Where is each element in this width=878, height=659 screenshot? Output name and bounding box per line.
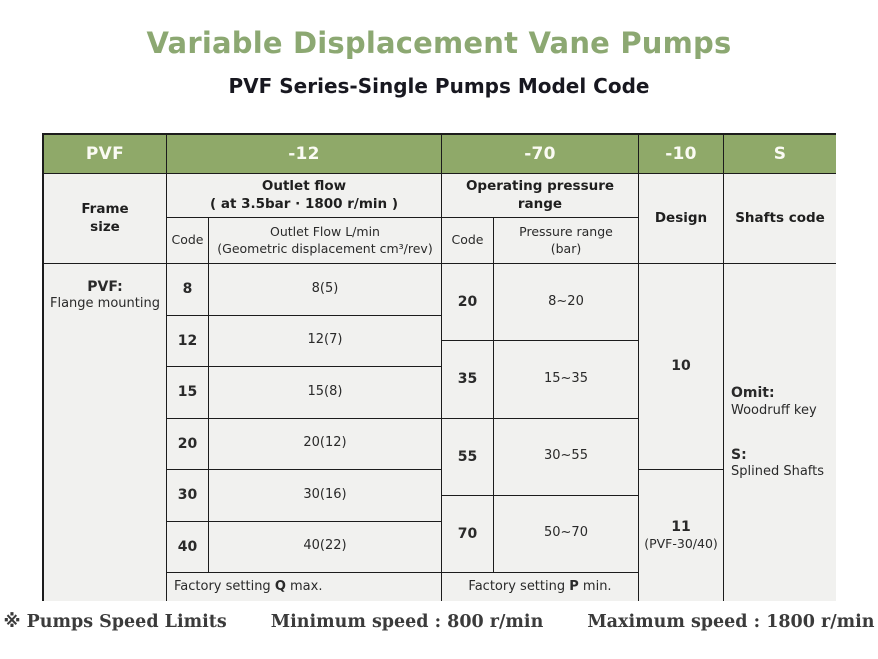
factory-setting-pressure: Factory setting P min.: [442, 573, 639, 601]
minimum-speed: Minimum speed : 800 r/min: [270, 612, 544, 632]
pressure-range-70: 50~70: [494, 495, 639, 573]
shafts-option-s-desc: Splined Shafts: [731, 463, 825, 479]
pressure-range-20: 8~20: [494, 264, 639, 342]
factory-setting-flow: Factory setting Q max.: [167, 573, 442, 601]
pressure-value-header-line2: (bar): [550, 240, 582, 256]
flow-code-12: 12: [167, 315, 209, 367]
shafts-option-s: S: Splined Shafts: [731, 446, 824, 481]
model-code-flow: -12: [167, 135, 442, 174]
shafts-option-omit-desc: Woodruff key: [731, 402, 817, 418]
flow-code-15: 15: [167, 367, 209, 419]
flow-value-column-header: Outlet Flow L/min (Geometric displacemen…: [209, 218, 442, 264]
pressure-range-header: Operating pressure range: [442, 174, 639, 218]
maximum-speed: Maximum speed : 1800 r/min: [587, 612, 875, 632]
pressure-code-55: 55: [442, 418, 494, 496]
flow-value-12: 12(7): [209, 315, 442, 367]
factory-flow-emphasis: Q: [274, 578, 286, 594]
pressure-range-55: 30~55: [494, 418, 639, 496]
factory-flow-suffix: max.: [285, 578, 323, 594]
flow-value-30: 30(16): [209, 470, 442, 522]
flow-value-20: 20(12): [209, 418, 442, 470]
flow-code-8: 8: [167, 264, 209, 316]
factory-pressure-suffix: min.: [578, 578, 612, 594]
frame-type-code: PVF:: [87, 279, 123, 295]
outlet-flow-title: Outlet flow: [261, 177, 347, 194]
pressure-code-column-header: Code: [442, 218, 494, 264]
pressure-code-20: 20: [442, 264, 494, 342]
model-code-shafts: S: [724, 135, 836, 174]
model-code-table: PVF -12 -70 -10 S Frame size Outlet flow…: [42, 133, 836, 601]
pressure-code-35: 35: [442, 341, 494, 419]
outlet-flow-header: Outlet flow ( at 3.5bar · 1800 r/min ): [167, 174, 442, 218]
speed-limits-label: ※ Pumps Speed Limits: [3, 612, 226, 632]
design-option-10: 10: [639, 264, 724, 470]
factory-pressure-prefix: Factory setting: [468, 578, 570, 594]
model-code-frame: PVF: [44, 135, 167, 174]
design-option-11-note: (PVF-30/40): [644, 536, 718, 552]
frame-type-cell: PVF: Flange mounting: [44, 264, 167, 601]
frame-type-desc: Flange mounting: [50, 296, 160, 312]
shafts-option-s-code: S:: [731, 446, 747, 463]
pressure-value-header-line1: Pressure range: [519, 224, 613, 240]
speed-limits-note: ※ Pumps Speed Limits Minimum speed : 800…: [0, 612, 878, 632]
design-option-11: 11 (PVF-30/40): [639, 470, 724, 601]
flow-code-20: 20: [167, 418, 209, 470]
design-option-11-code: 11: [671, 519, 691, 536]
pressure-range-35: 15~35: [494, 341, 639, 419]
page-title: Variable Displacement Vane Pumps: [146, 26, 732, 60]
flow-value-header-line2: (Geometric displacement cm³/rev): [217, 240, 433, 256]
shafts-options-cell: Omit: Woodruff key S: Splined Shafts: [724, 264, 836, 601]
flow-code-column-header: Code: [167, 218, 209, 264]
speed-limits-label-text: Pumps Speed Limits: [26, 612, 227, 632]
design-header: Design: [639, 174, 724, 264]
flow-code-40: 40: [167, 521, 209, 573]
frame-size-header: Frame size: [44, 174, 167, 264]
factory-pressure-emphasis: P: [569, 578, 579, 594]
shafts-option-omit: Omit: Woodruff key: [731, 384, 817, 419]
factory-flow-prefix: Factory setting: [174, 578, 275, 594]
page-subtitle: PVF Series-Single Pumps Model Code: [228, 74, 650, 98]
flow-code-30: 30: [167, 470, 209, 522]
frame-size-header-line2: size: [90, 218, 120, 235]
shafts-code-header: Shafts code: [724, 174, 836, 264]
flow-value-header-line1: Outlet Flow L/min: [270, 224, 380, 240]
pressure-code-70: 70: [442, 495, 494, 573]
shafts-option-omit-code: Omit:: [731, 385, 775, 402]
flow-value-15: 15(8): [209, 367, 442, 419]
model-code-design: -10: [639, 135, 724, 174]
pressure-value-column-header: Pressure range (bar): [494, 218, 639, 264]
frame-size-header-line1: Frame: [81, 200, 129, 217]
reference-mark-icon: ※: [3, 612, 21, 632]
model-code-pressure: -70: [442, 135, 639, 174]
flow-value-8: 8(5): [209, 264, 442, 316]
outlet-flow-condition: ( at 3.5bar · 1800 r/min ): [209, 195, 399, 212]
flow-value-40: 40(22): [209, 521, 442, 573]
